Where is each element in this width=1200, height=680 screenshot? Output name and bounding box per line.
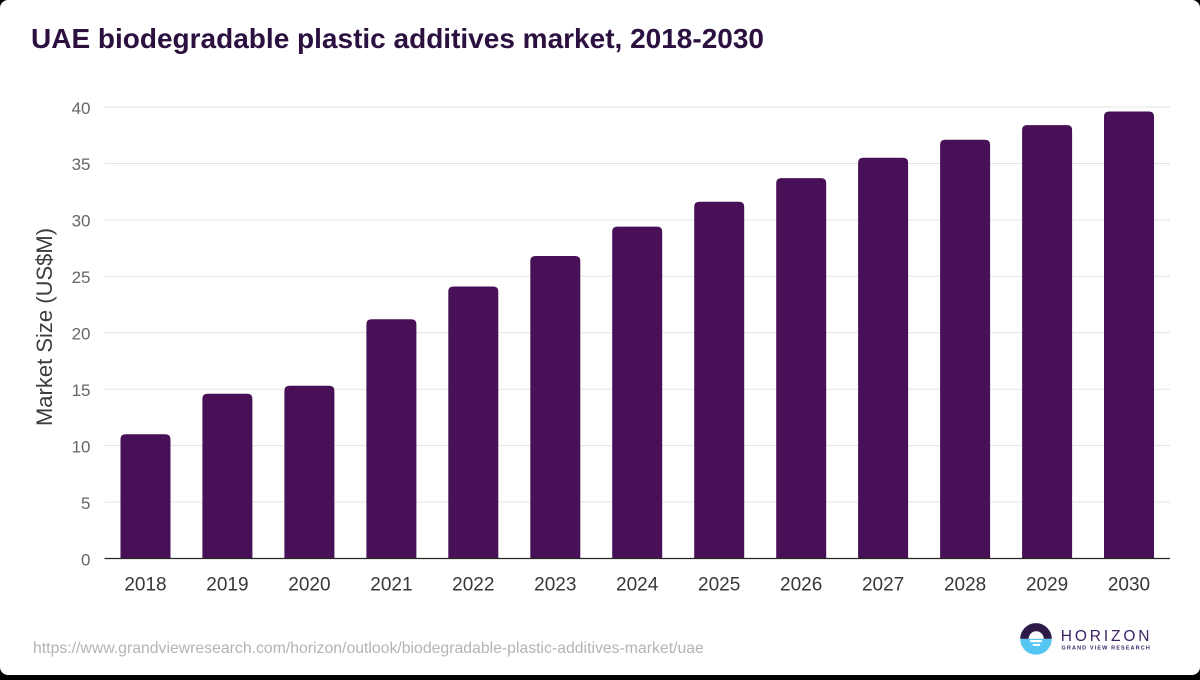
svg-text:2021: 2021: [370, 575, 412, 596]
svg-text:40: 40: [72, 99, 91, 118]
svg-text:2023: 2023: [534, 575, 576, 596]
svg-text:2022: 2022: [452, 575, 494, 596]
svg-text:15: 15: [72, 381, 91, 400]
svg-text:2019: 2019: [206, 575, 248, 596]
svg-text:2028: 2028: [944, 575, 986, 596]
svg-text:2020: 2020: [288, 575, 330, 596]
svg-text:GRAND VIEW RESEARCH: GRAND VIEW RESEARCH: [1062, 645, 1151, 651]
svg-text:35: 35: [72, 155, 91, 174]
svg-text:25: 25: [72, 268, 91, 287]
svg-text:https://www.grandviewresearch.: https://www.grandviewresearch.com/horizo…: [33, 640, 704, 657]
svg-text:2024: 2024: [616, 575, 659, 596]
svg-text:2030: 2030: [1108, 575, 1150, 596]
svg-text:0: 0: [81, 550, 90, 569]
svg-text:5: 5: [81, 494, 90, 513]
svg-text:2029: 2029: [1026, 575, 1068, 596]
svg-text:Market Size (US$M): Market Size (US$M): [32, 228, 57, 426]
svg-text:2026: 2026: [780, 575, 822, 596]
svg-text:2027: 2027: [862, 575, 904, 596]
svg-text:30: 30: [72, 212, 91, 231]
svg-text:UAE biodegradable plastic addi: UAE biodegradable plastic additives mark…: [31, 23, 764, 54]
svg-text:2018: 2018: [124, 575, 166, 596]
svg-text:20: 20: [72, 325, 91, 344]
svg-text:2025: 2025: [698, 575, 740, 596]
svg-text:HORIZON: HORIZON: [1061, 628, 1153, 645]
svg-text:10: 10: [72, 437, 91, 456]
